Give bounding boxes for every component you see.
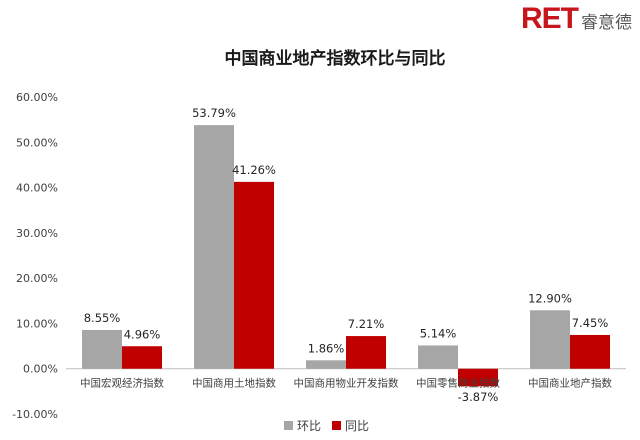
- y-tick-label: 0.00%: [23, 363, 58, 376]
- bar-mom: [306, 360, 346, 369]
- data-label: 4.96%: [124, 327, 161, 341]
- legend: 环比 同比: [284, 419, 369, 433]
- y-tick-label: 10.00%: [16, 317, 58, 330]
- bar-yoy: [346, 336, 386, 369]
- data-label: 5.14%: [420, 326, 457, 340]
- legend-swatch: [332, 421, 341, 430]
- y-tick-label: 20.00%: [16, 272, 58, 285]
- data-label: 1.86%: [308, 341, 345, 355]
- category-label: 中国宏观经济指数: [80, 377, 164, 390]
- bar-yoy: [122, 346, 162, 369]
- bar-mom: [418, 345, 458, 369]
- data-label: 8.55%: [84, 311, 121, 325]
- y-tick-label: 50.00%: [16, 136, 58, 149]
- bar-yoy: [234, 181, 274, 369]
- data-label: 53.79%: [192, 106, 236, 120]
- data-label: 7.21%: [348, 317, 385, 331]
- bars: 8.55% 53.79% 1.86% 5.14% 12.90% 4.96% 41.26% 7.…: [82, 106, 610, 404]
- category-label: 中国零售商业指数: [416, 377, 500, 390]
- legend-label: 同比: [345, 419, 369, 433]
- data-label: 41.26%: [232, 163, 276, 177]
- y-axis: -10.00% 0.00% 10.00% 20.00% 30.00% 40.00% 50.0…: [12, 91, 58, 421]
- chart-title: 中国商业地产指数环比与同比: [225, 48, 446, 69]
- legend-swatch: [284, 421, 293, 430]
- y-tick-label: 30.00%: [16, 227, 58, 240]
- bar-mom: [530, 310, 570, 369]
- category-label: 中国商业地产指数: [528, 377, 612, 390]
- logo-cn-text: 睿意德: [581, 13, 632, 33]
- bar-mom: [82, 329, 122, 369]
- brand-logo: RET 睿意德: [521, 2, 632, 36]
- data-label: -3.87%: [458, 390, 499, 404]
- y-tick-label: 40.00%: [16, 182, 58, 195]
- bar-yoy: [570, 334, 610, 369]
- bar-mom: [194, 125, 234, 369]
- legend-label: 环比: [297, 419, 321, 433]
- y-tick-label: 60.00%: [16, 91, 58, 104]
- category-label: 中国商用物业开发指数: [294, 377, 399, 390]
- y-tick-label: -10.00%: [12, 408, 58, 421]
- category-label: 中国商用土地指数: [192, 377, 276, 390]
- category-labels: 中国宏观经济指数 中国商用土地指数 中国商用物业开发指数 中国零售商业指数 中国商业地产…: [80, 377, 612, 390]
- data-label: 12.90%: [528, 291, 572, 305]
- bar-yoy: [458, 368, 498, 387]
- data-label: 7.45%: [572, 316, 609, 330]
- logo-ret-text: RET: [521, 2, 579, 35]
